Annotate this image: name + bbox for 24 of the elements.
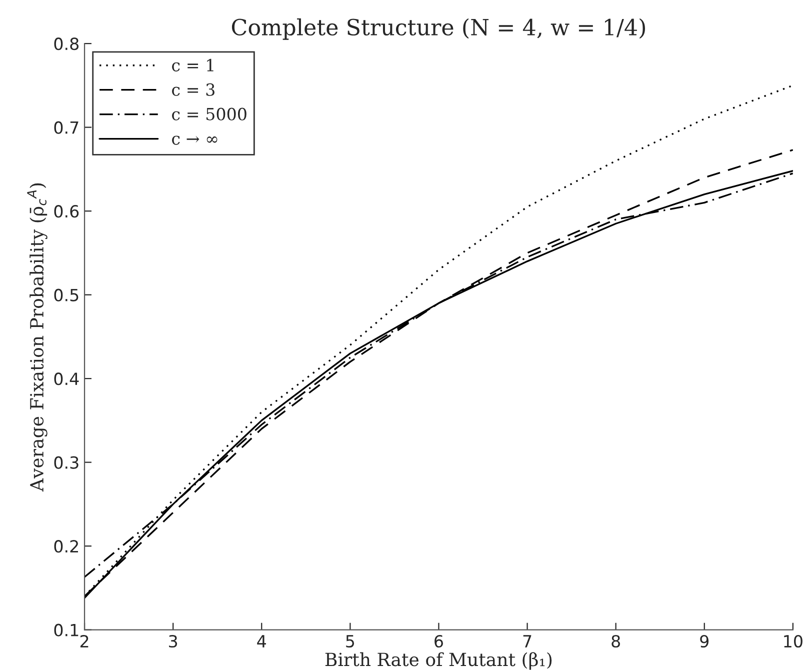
- x-tick-label: 2: [80, 634, 88, 648]
- legend-label: c → ∞: [172, 136, 218, 145]
- legend-label: c = 3: [172, 83, 214, 96]
- y-tick-label: 0.1: [54, 624, 78, 636]
- y-tick-label: 0.7: [54, 121, 78, 134]
- y-tick-label: 0.4: [54, 372, 79, 386]
- x-tick-label: 6: [434, 634, 443, 648]
- x-tick-label: 3: [169, 634, 178, 648]
- chart-title: Complete Structure (N = 4, w = 1/4): [232, 18, 645, 40]
- y-tick-label: 0.8: [54, 38, 79, 50]
- x-axis-title: Birth Rate of Mutant (β₁): [325, 652, 552, 670]
- x-tick-label: 5: [346, 635, 354, 648]
- x-tick-label: 9: [700, 634, 709, 648]
- x-tick-label: 7: [523, 635, 532, 648]
- y-tick-label: 0.6: [54, 205, 79, 218]
- x-tick-label: 8: [612, 634, 620, 648]
- x-tick-label: 4: [257, 635, 266, 648]
- legend-label: c = 5000: [172, 108, 246, 120]
- y-tick-label: 0.5: [54, 288, 78, 302]
- y-tick-label: 0.2: [54, 540, 78, 553]
- y-tick-label: 0.3: [54, 456, 78, 469]
- legend-label: c = 1: [172, 58, 214, 72]
- y-axis-title: Average Fixation Probability (ρ̄$_{c}$$^{A}$): [27, 183, 48, 492]
- x-tick-label: 10: [784, 634, 802, 648]
